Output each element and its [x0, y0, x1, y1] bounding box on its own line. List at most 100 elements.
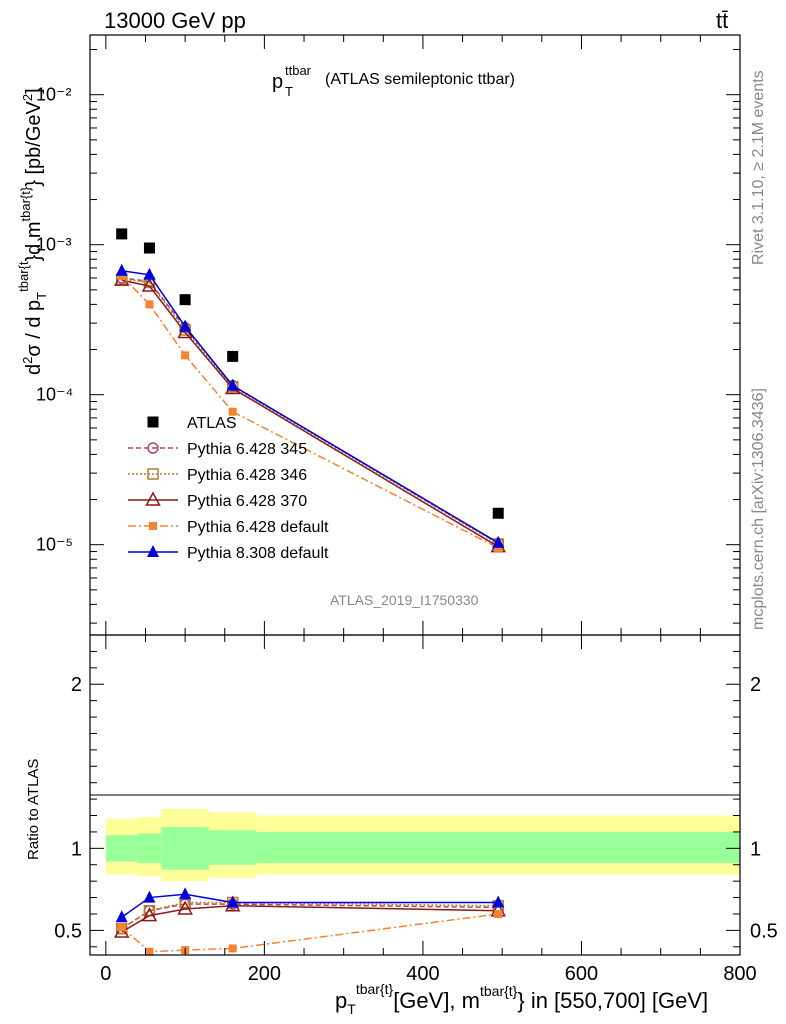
data-point [228, 407, 237, 416]
data-point [141, 277, 158, 292]
plot-title-sup: ttbar [285, 63, 312, 78]
x-tick-label: 200 [248, 963, 281, 985]
uncertainty-band-inner [208, 830, 257, 865]
data-point [181, 351, 190, 360]
uncertainty-band-inner [137, 833, 162, 864]
data-point [143, 242, 155, 254]
data-point [226, 378, 239, 391]
uncertainty-band-inner [105, 835, 138, 862]
ratio-y-tick-label: 0.5 [750, 920, 778, 942]
legend-marker [147, 468, 159, 480]
ratio-point [141, 907, 158, 922]
data-point [145, 300, 154, 309]
legend-marker [149, 522, 157, 530]
uncertainty-band-inner [161, 827, 209, 870]
ratio-y-tick-label: 1 [750, 838, 761, 860]
legend-label: Pythia 6.428 370 [187, 493, 307, 510]
legend-marker [147, 442, 159, 454]
data-point [117, 271, 126, 280]
data-point [179, 294, 191, 306]
legend-entry: Pythia 6.428 370 [128, 491, 307, 510]
series-pythia-6-428-345 [115, 272, 504, 550]
ratio-ticks: 0.5 0.5 1 1 2 2 0 200 400 600 800 [54, 635, 778, 985]
ratio-point [145, 947, 154, 956]
plot-title-rest: (ATLAS semileptonic ttbar) [325, 71, 515, 88]
series-pythia-6-428-default [117, 271, 503, 553]
x-tick-label: 400 [406, 963, 439, 985]
data-point [143, 267, 156, 280]
ratio-point [228, 944, 237, 953]
rivet-label: Rivet 3.1.10, ≥ 2.1M events [750, 70, 767, 265]
main-panel: 10⁻⁵ 10⁻⁴ 10⁻³ 10⁻² p T ttbar (ATLAS semile… [16, 34, 741, 636]
plot-title-sub: T [285, 84, 293, 99]
analysis-watermark: ATLAS_2019_I1750330 [330, 592, 479, 608]
x-tick-label: 600 [565, 963, 598, 985]
legend-entry: Pythia 6.428 345 [128, 441, 307, 458]
series-pythia-6-428-346 [115, 273, 504, 550]
ratio-point [492, 895, 505, 908]
ratio-y-tick-label: 0.5 [54, 920, 82, 942]
series-line [121, 279, 499, 548]
ratio-y-tick-label: 2 [750, 674, 761, 696]
ratio-series [113, 887, 506, 956]
legend-marker [145, 491, 161, 506]
ratio-point [117, 923, 126, 932]
data-point [492, 507, 504, 519]
data-point [179, 319, 192, 332]
ratio-point [177, 900, 193, 915]
data-point [115, 263, 128, 276]
ratio-y-axis-label: Ratio to ATLAS [25, 759, 42, 860]
main-series [113, 228, 506, 553]
ratio-y-tick-label: 2 [71, 674, 82, 696]
data-point [227, 350, 239, 362]
ratio-line [121, 901, 499, 930]
legend-marker [147, 416, 159, 428]
legend-label: Pythia 6.428 346 [187, 467, 307, 484]
series-line [121, 278, 499, 545]
legend-entry: Pythia 6.428 346 [128, 467, 307, 484]
ratio-series-pythia-6-428-default [117, 909, 503, 956]
legend-marker [147, 545, 159, 557]
legend-entry: Pythia 8.308 default [128, 545, 329, 562]
ratio-y-tick-label: 1 [71, 838, 82, 860]
ratio-series-pythia-8-308-default [115, 887, 505, 923]
y-tick-label: 10⁻³ [36, 235, 72, 255]
legend-label: Pythia 6.428 default [187, 519, 329, 536]
series-pythia-8-308-default [115, 263, 505, 548]
x-tick-label: 800 [723, 963, 756, 985]
ratio-point [226, 895, 239, 908]
x-tick-label: 0 [100, 963, 111, 985]
legend-label: Pythia 8.308 default [187, 545, 329, 562]
y-tick-label: 10⁻² [36, 85, 72, 105]
data-point [492, 535, 505, 548]
x-axis-label: pTtbar{t}[GeV], mtbar{t}} in [550,700] [… [335, 981, 708, 1017]
ratio-frame [89, 634, 741, 956]
ratio-bands [105, 808, 740, 882]
mcplots-label: mcplots.cern.ch [arXiv:1306.3436] [750, 388, 767, 630]
legend: ATLAS Pythia 6.428 345 Pythia 6.428 346 Pyt… [128, 415, 329, 562]
ratio-point [179, 887, 192, 900]
ratio-point [494, 909, 503, 918]
plot-title: p T ttbar (ATLAS semileptonic ttbar) [272, 63, 515, 99]
ratio-series-pythia-6-428-345 [115, 898, 504, 935]
main-ticks: 10⁻⁵ 10⁻⁴ 10⁻³ 10⁻² [36, 35, 741, 635]
legend-entry: Pythia 6.428 default [128, 519, 329, 536]
y-tick-label: 10⁻⁴ [36, 385, 73, 405]
ratio-line [121, 905, 499, 933]
data-point [116, 228, 128, 240]
ratio-line [121, 913, 499, 953]
ratio-point [115, 910, 128, 923]
header-left: 13000 GeV pp [104, 8, 246, 33]
y-tick-label: 10⁻⁵ [36, 535, 73, 555]
legend-entry: ATLAS [147, 415, 237, 432]
uncertainty-band-inner [256, 831, 740, 864]
ratio-point [143, 890, 156, 903]
data-point [494, 544, 503, 553]
legend-label: ATLAS [187, 415, 237, 432]
main-y-axis-label: d2σ / d pTtbar{t}d mtbar{t}} [pb/GeV2] [16, 88, 49, 375]
plot-title-main: p [272, 71, 283, 93]
series-atlas [116, 228, 504, 519]
header-right: tt̄ [716, 8, 728, 33]
series-line [121, 270, 499, 544]
